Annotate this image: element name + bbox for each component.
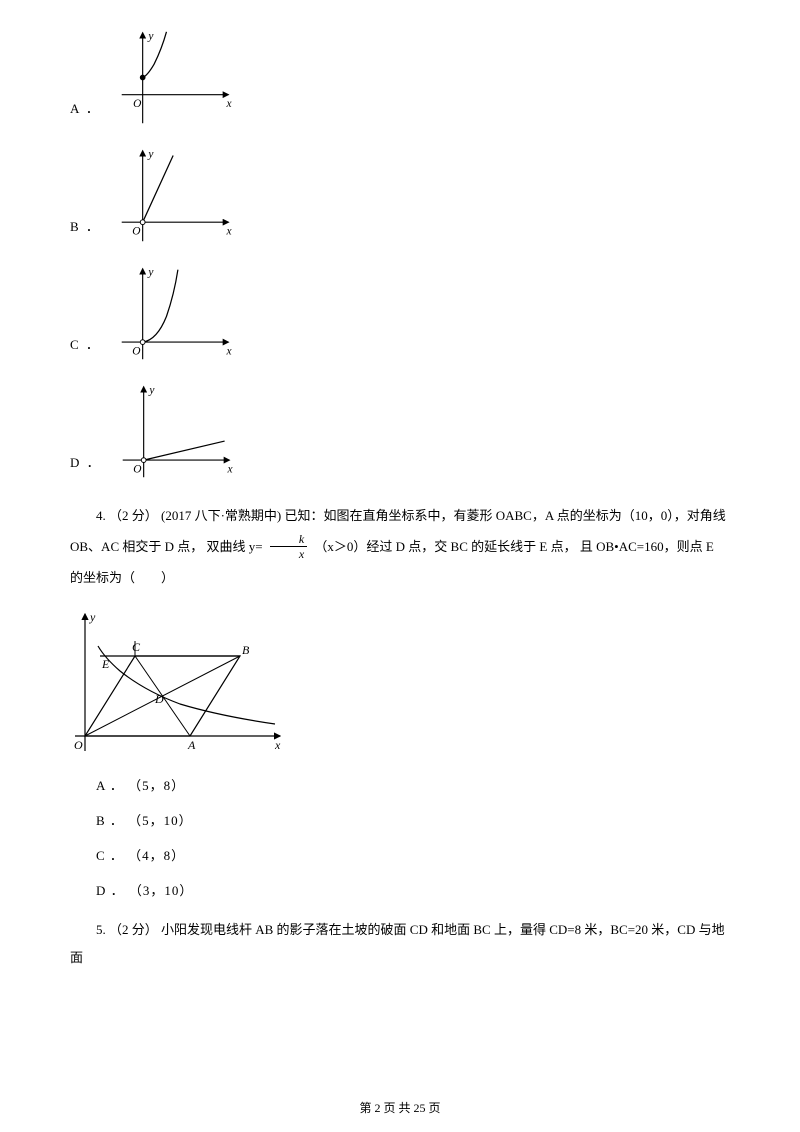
option-b-label: B ． <box>70 217 101 246</box>
axis-y-label: y <box>147 30 154 42</box>
svg-text:y: y <box>148 384 155 396</box>
graph-d: y x O <box>112 382 242 482</box>
graph-c: y x O <box>111 264 241 364</box>
axis-o-label: O <box>133 98 141 110</box>
question-4: 4. （2 分） (2017 八下·常熟期中) 已知：如图在直角坐标系中，有菱形… <box>70 500 730 594</box>
svg-text:O: O <box>132 345 140 357</box>
page-footer: 第 2 页 共 25 页 <box>0 1099 800 1118</box>
axis-x-label: x <box>225 98 231 110</box>
question-5: 5. （2 分） 小阳发现电线杆 AB 的影子落在土坡的破面 CD 和地面 BC… <box>70 916 730 973</box>
svg-text:D: D <box>154 692 164 706</box>
svg-text:E: E <box>101 657 110 671</box>
q4-answer-b: B ． （5，10） <box>70 811 730 832</box>
option-a-row: A ． y x O <box>70 28 730 128</box>
svg-text:y: y <box>147 266 154 278</box>
option-d-row: D ． y x O <box>70 382 730 482</box>
svg-text:O: O <box>133 463 141 475</box>
svg-text:x: x <box>225 226 231 238</box>
q4-figure: y x O A B C D E <box>70 606 730 763</box>
option-a-label: A ． <box>70 99 101 128</box>
svg-text:y: y <box>89 610 96 624</box>
q4-answer-d: D ． （3，10） <box>70 881 730 902</box>
option-c-row: C ． y x O <box>70 264 730 364</box>
q4-answer-a: A ． （5，8） <box>70 776 730 797</box>
frac-num: k <box>270 533 307 547</box>
graph-a: y x O <box>111 28 241 128</box>
graph-b: y x O <box>111 146 241 246</box>
option-c-label: C ． <box>70 335 101 364</box>
svg-text:x: x <box>274 738 281 752</box>
option-b-row: B ． y x O <box>70 146 730 246</box>
svg-text:O: O <box>132 226 140 238</box>
option-d-label: D ． <box>70 453 102 482</box>
svg-text:O: O <box>74 738 83 752</box>
svg-text:x: x <box>226 463 232 475</box>
fraction-k-over-x: k x <box>270 533 307 560</box>
svg-text:A: A <box>187 738 196 752</box>
svg-text:B: B <box>242 643 250 657</box>
frac-den: x <box>270 547 307 560</box>
svg-text:C: C <box>132 640 141 654</box>
svg-text:y: y <box>147 148 154 160</box>
svg-text:x: x <box>225 345 231 357</box>
q4-answer-c: C ． （4，8） <box>70 846 730 867</box>
